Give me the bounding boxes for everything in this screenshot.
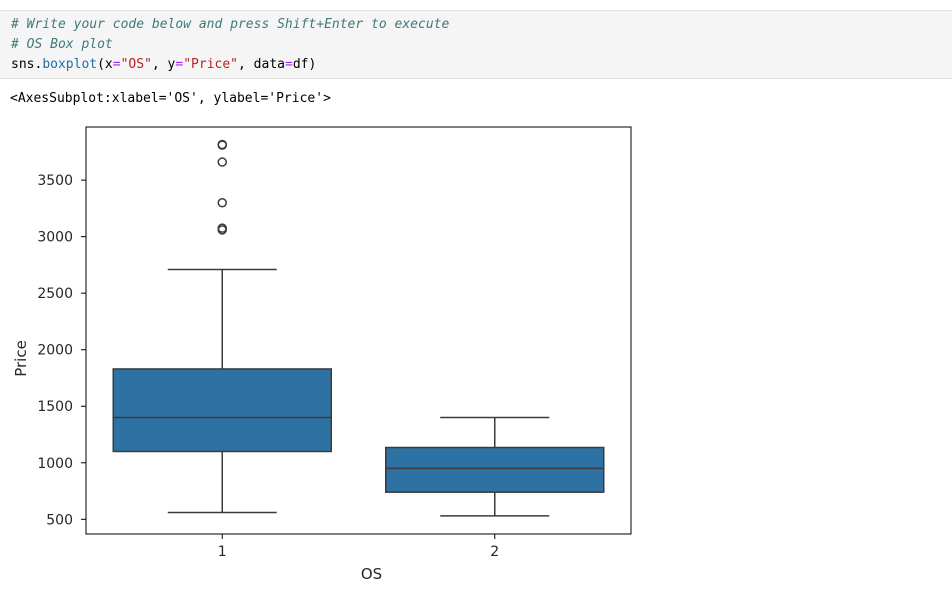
y-tick-label: 2500 [37,286,73,302]
x-tick-label: 2 [490,544,499,560]
output-repr: <AxesSubplot:xlabel='OS', ylabel='Price'… [10,91,331,106]
outlier-point [217,223,227,233]
code-comment: # Write your code below and press Shift+… [11,17,450,32]
code-token: df) [292,57,317,72]
code-line-2: # OS Box plot [11,35,952,55]
code-cell[interactable]: # Write your code below and press Shift+… [0,10,952,79]
y-tick-label: 2000 [37,343,73,359]
box-group-1 [112,139,332,514]
code-token: (x [97,57,113,72]
box-iqr [112,368,332,453]
code-string: "Price" [183,57,239,72]
outlier-point [217,139,227,150]
y-tick-label: 1500 [37,399,73,415]
code-line-3: sns.boxplot(x="OS", y="Price", data=df) [11,55,952,75]
x-axis-label: OS [361,565,382,583]
outlier-point [217,157,227,167]
code-comment: # OS Box plot [11,37,113,52]
code-token: , data [238,57,285,72]
code-function: boxplot [42,57,98,72]
code-operator: = [284,57,293,72]
y-axis-label: Price [12,340,30,377]
code-operator: = [175,57,184,72]
y-tick-label: 3000 [37,230,73,246]
code-token: , y [151,57,176,72]
y-tick-label: 3500 [37,173,73,189]
y-tick-label: 1000 [37,456,73,472]
outlier-point [217,197,227,208]
box-group-2 [385,416,605,517]
y-tick-label: 500 [46,512,73,528]
box-plot-chart: 500 1000 1500 2000 2500 3000 3500 1 2 OS Price [12,126,632,583]
code-operator: = [112,57,121,72]
x-tick-label: 1 [218,544,227,560]
code-line-1: # Write your code below and press Shift+… [11,15,952,35]
code-module: sns. [11,57,43,72]
code-string: "OS" [120,57,152,72]
box-iqr [385,446,605,493]
axes-frame [85,126,632,535]
